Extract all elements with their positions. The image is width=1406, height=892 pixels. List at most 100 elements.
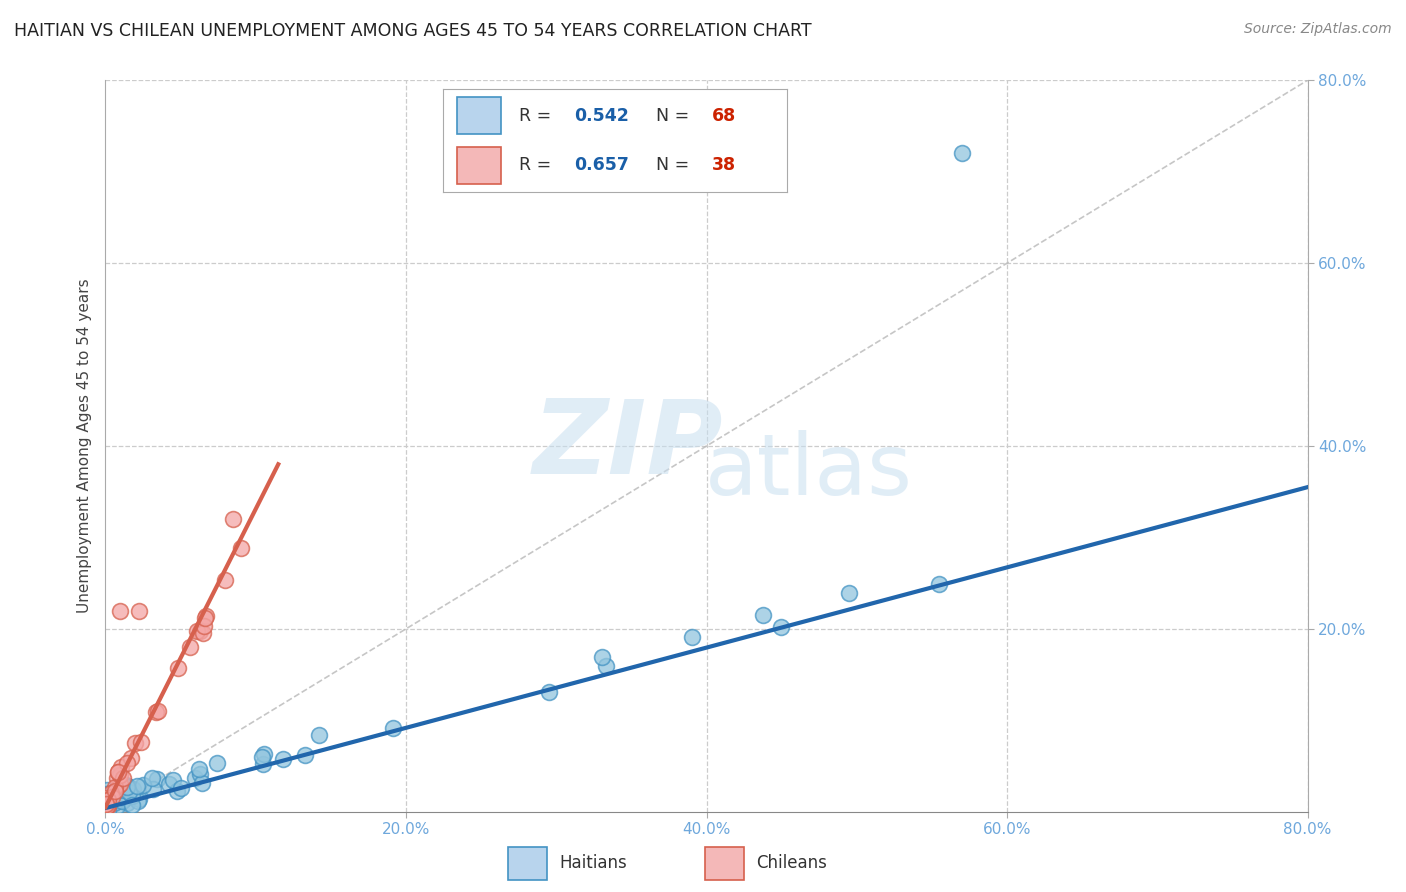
Text: Source: ZipAtlas.com: Source: ZipAtlas.com	[1244, 22, 1392, 37]
FancyBboxPatch shape	[457, 146, 502, 184]
Point	[121, 797, 143, 812]
Point	[97, 793, 120, 807]
Point	[100, 788, 122, 802]
Point	[190, 767, 212, 781]
Text: N =: N =	[657, 156, 695, 174]
Point	[111, 771, 134, 785]
Text: R =: R =	[519, 107, 557, 125]
Point	[96, 782, 118, 797]
Point	[271, 752, 294, 766]
Point	[382, 722, 405, 736]
Point	[191, 626, 214, 640]
Point	[229, 541, 252, 555]
Point	[166, 784, 188, 798]
Point	[104, 783, 127, 797]
Point	[121, 782, 143, 797]
Point	[308, 728, 330, 742]
Text: HAITIAN VS CHILEAN UNEMPLOYMENT AMONG AGES 45 TO 54 YEARS CORRELATION CHART: HAITIAN VS CHILEAN UNEMPLOYMENT AMONG AG…	[14, 22, 811, 40]
Point	[107, 783, 129, 797]
Point	[950, 146, 973, 161]
Point	[128, 603, 150, 617]
Point	[96, 799, 118, 814]
Point	[104, 780, 127, 794]
Point	[112, 780, 135, 795]
Point	[131, 735, 153, 749]
Point	[115, 778, 138, 792]
Point	[94, 797, 117, 811]
Point	[107, 794, 129, 808]
Point	[170, 780, 193, 795]
Point	[838, 585, 860, 599]
Point	[115, 789, 138, 803]
Text: N =: N =	[657, 107, 695, 125]
Point	[120, 751, 142, 765]
Point	[101, 789, 124, 804]
FancyBboxPatch shape	[457, 97, 502, 135]
Point	[141, 771, 163, 785]
Point	[94, 800, 117, 814]
Y-axis label: Unemployment Among Ages 45 to 54 years: Unemployment Among Ages 45 to 54 years	[76, 278, 91, 614]
Point	[104, 791, 127, 805]
Text: Haitians: Haitians	[560, 854, 627, 872]
Point	[125, 779, 148, 793]
Point	[142, 782, 165, 797]
Point	[193, 619, 215, 633]
Point	[252, 757, 274, 772]
Point	[96, 788, 118, 802]
Point	[111, 781, 134, 796]
Point	[110, 793, 132, 807]
Text: 0.657: 0.657	[574, 156, 628, 174]
Point	[117, 796, 139, 810]
Point	[108, 783, 131, 797]
Point	[107, 764, 129, 779]
Point	[107, 779, 129, 793]
Point	[194, 611, 217, 625]
Point	[105, 791, 128, 805]
Point	[127, 794, 149, 808]
Point	[250, 749, 273, 764]
Point	[110, 760, 132, 774]
Point	[146, 704, 169, 718]
FancyBboxPatch shape	[704, 847, 744, 880]
Text: Chileans: Chileans	[756, 854, 827, 872]
Point	[145, 705, 167, 719]
Point	[253, 747, 276, 762]
Point	[100, 792, 122, 806]
Point	[179, 640, 201, 655]
Point	[117, 756, 139, 770]
Point	[121, 789, 143, 804]
Point	[94, 794, 117, 808]
Point	[769, 620, 792, 634]
Text: 38: 38	[711, 156, 735, 174]
Point	[115, 787, 138, 801]
Point	[681, 630, 703, 644]
Point	[191, 776, 214, 790]
Point	[112, 792, 135, 806]
Point	[105, 781, 128, 796]
Point	[101, 793, 124, 807]
Point	[104, 783, 127, 797]
Point	[186, 624, 208, 638]
Point	[167, 661, 190, 675]
Point	[103, 796, 125, 810]
Point	[96, 797, 118, 812]
Point	[190, 624, 212, 639]
Point	[205, 756, 228, 770]
Point	[98, 786, 121, 800]
Text: 68: 68	[711, 107, 735, 125]
Text: ZIP: ZIP	[533, 395, 724, 497]
Point	[184, 771, 207, 785]
Point	[97, 803, 120, 817]
Point	[96, 800, 118, 814]
Point	[538, 685, 561, 699]
Point	[752, 607, 775, 622]
Point	[112, 783, 135, 797]
Point	[108, 777, 131, 791]
FancyBboxPatch shape	[508, 847, 547, 880]
Text: R =: R =	[519, 156, 557, 174]
Point	[595, 658, 617, 673]
Point	[117, 780, 139, 794]
Point	[294, 748, 316, 763]
Point	[107, 765, 129, 780]
Point	[124, 736, 146, 750]
